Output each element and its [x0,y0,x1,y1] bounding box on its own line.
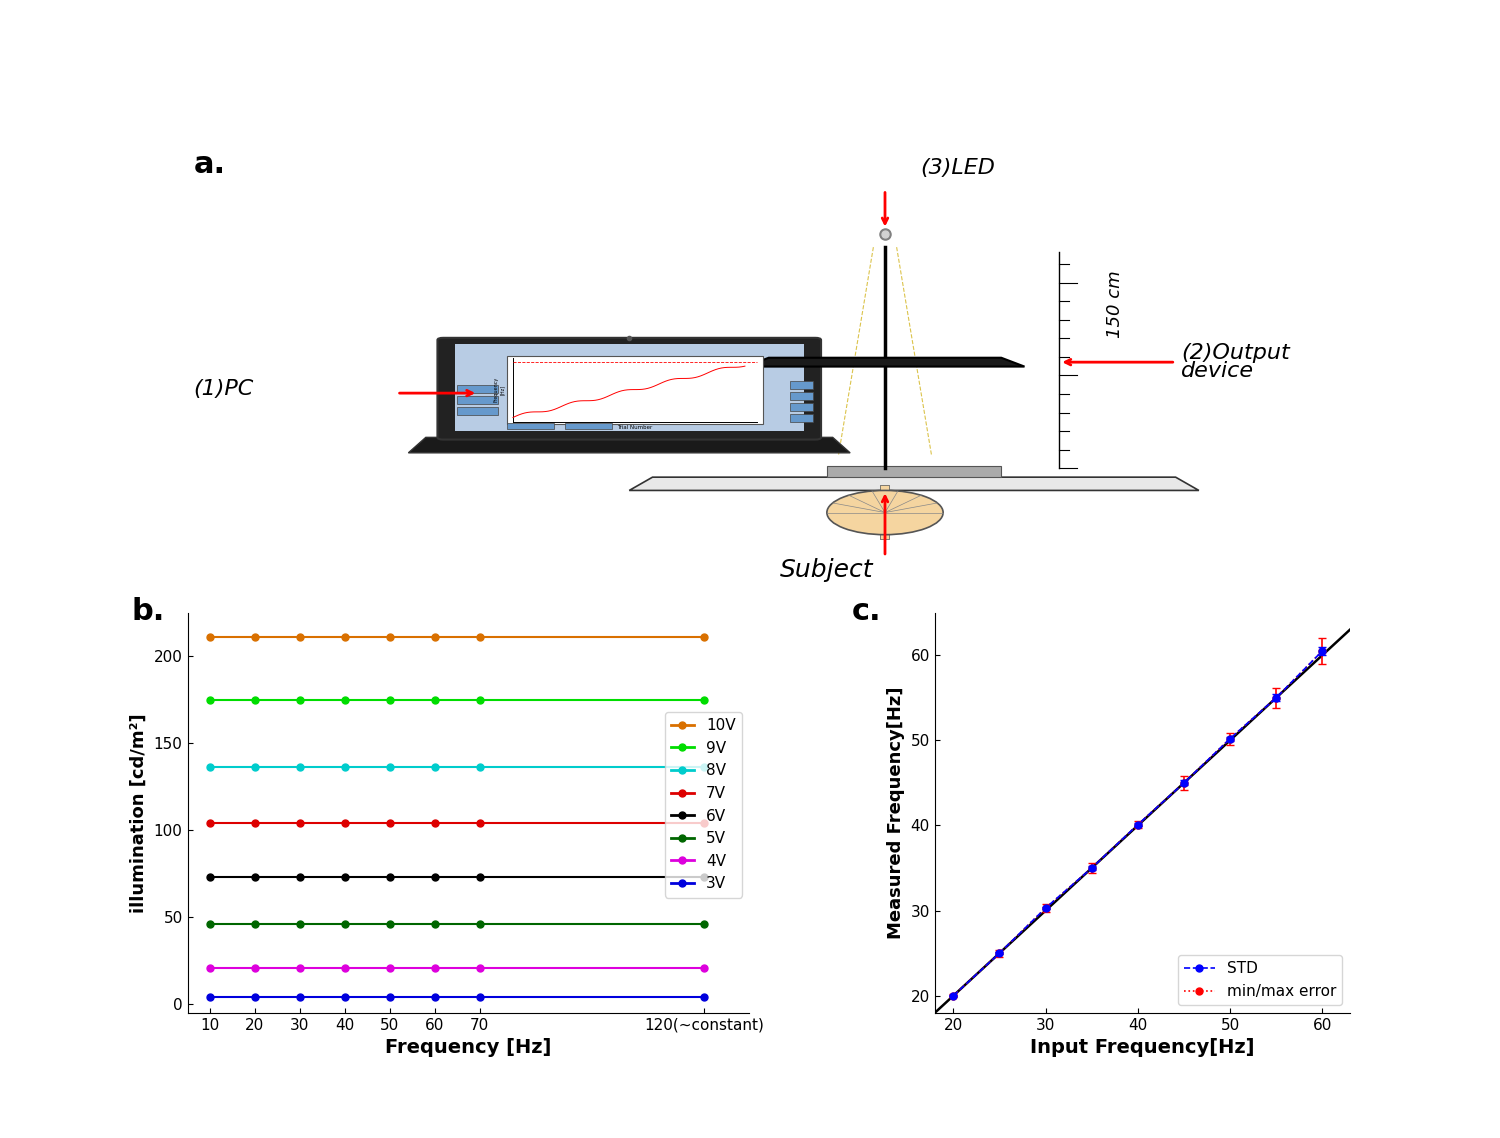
Text: (1)PC: (1)PC [194,379,254,398]
Bar [789,403,813,411]
Legend: 10V, 9V, 8V, 7V, 6V, 5V, 4V, 3V: 10V, 9V, 8V, 7V, 6V, 5V, 4V, 3V [664,712,741,898]
Bar [458,407,498,415]
FancyBboxPatch shape [438,338,821,439]
Text: device: device [1182,361,1254,381]
Text: Subject: Subject [780,558,873,582]
Polygon shape [746,357,1024,366]
Bar [566,422,612,429]
Bar [789,381,813,389]
Bar [507,355,764,424]
Text: Frequency
[Hz]: Frequency [Hz] [494,377,504,403]
Text: (3)LED: (3)LED [920,157,995,178]
Bar [458,385,498,393]
Legend: STD, min/max error: STD, min/max error [1178,955,1342,1005]
Y-axis label: Measured Frequency[Hz]: Measured Frequency[Hz] [886,686,904,939]
Circle shape [827,490,944,535]
X-axis label: Input Frequency[Hz]: Input Frequency[Hz] [1030,1038,1254,1057]
Y-axis label: illumination [cd/m²]: illumination [cd/m²] [130,712,148,913]
Bar [789,391,813,399]
Bar [789,414,813,422]
Text: Trial Number: Trial Number [618,426,652,430]
Bar [827,467,1002,477]
Polygon shape [630,477,1198,490]
Text: b.: b. [132,596,165,626]
X-axis label: Frequency [Hz]: Frequency [Hz] [386,1038,552,1057]
Bar [507,422,554,429]
Polygon shape [408,437,850,453]
Text: a.: a. [194,150,225,179]
Bar [458,396,498,404]
Text: c.: c. [852,596,882,626]
Text: (2)Output: (2)Output [1182,344,1290,363]
Bar [454,345,804,430]
Text: 150 cm: 150 cm [1106,271,1124,338]
